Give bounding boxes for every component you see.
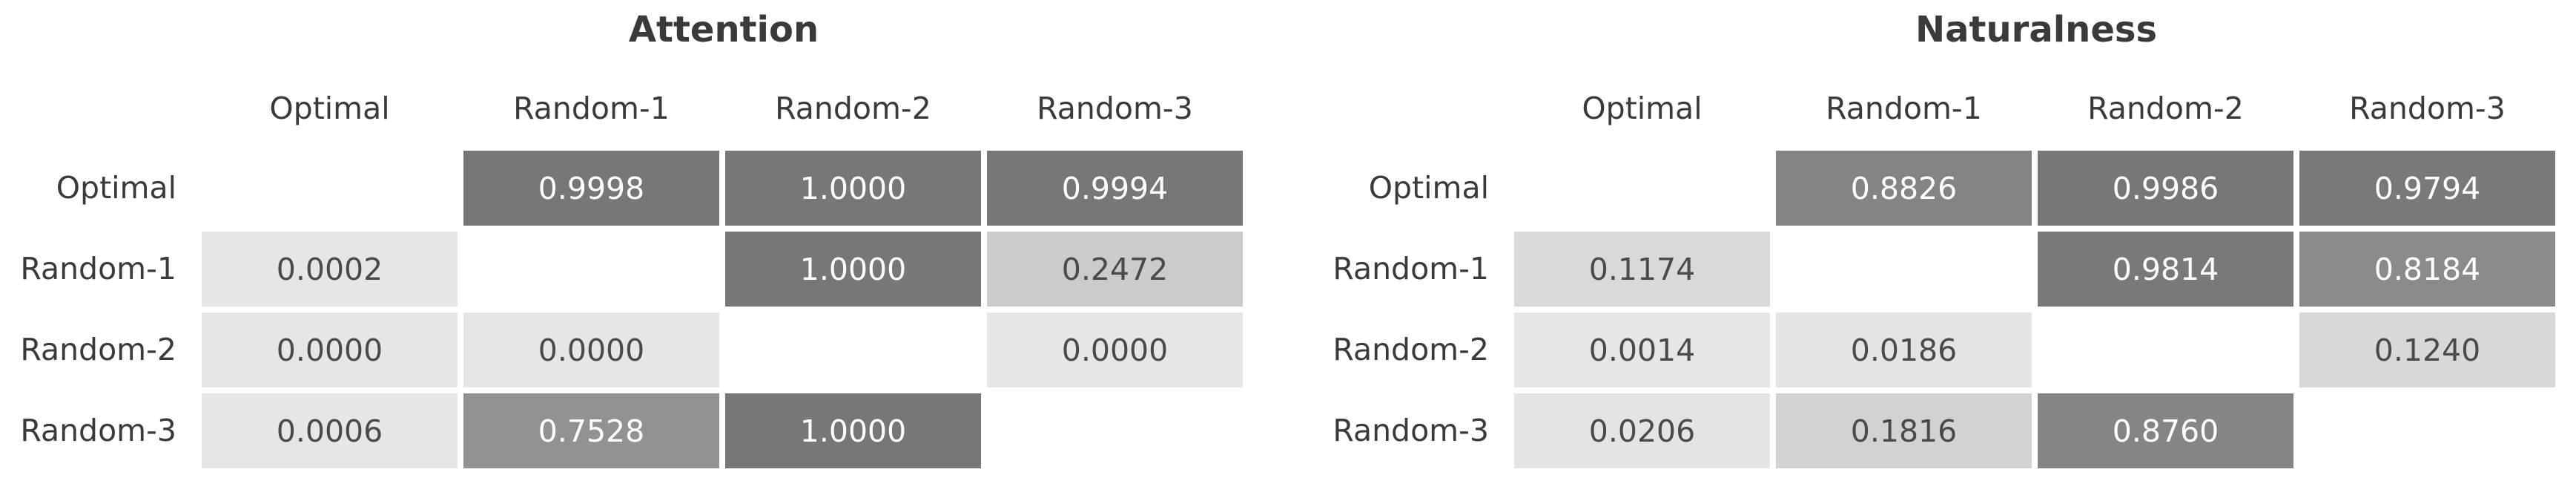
naturalness-title: Naturalness xyxy=(1915,9,2158,50)
heatmap-cell: 0.9994 xyxy=(987,151,1243,226)
heatmap-cell: 1.0000 xyxy=(725,232,981,307)
heatmap-cell: 0.0014 xyxy=(1514,312,1770,387)
heatmap-cell: 0.8826 xyxy=(1776,151,2032,226)
row-label: Random-2 xyxy=(1332,332,1489,367)
attention-heatmap-panel: Attention Optimal Random-1 Random-2 Random-… xyxy=(0,0,1275,501)
heatmap-cell: 0.0000 xyxy=(202,312,458,387)
heatmap-cell: 0.1174 xyxy=(1514,232,1770,307)
row-label: Random-2 xyxy=(20,332,176,367)
col-label: Random-1 xyxy=(513,91,670,126)
row-label: Random-1 xyxy=(20,251,176,286)
col-label: Random-1 xyxy=(1826,91,1982,126)
col-label: Optimal xyxy=(269,91,390,126)
row-label: Random-1 xyxy=(1332,251,1489,286)
heatmap-cell: 0.9998 xyxy=(463,151,719,226)
heatmap-cell: 0.7528 xyxy=(463,393,719,468)
heatmap-cell: 0.8184 xyxy=(2299,232,2555,307)
heatmap-cell: 0.8760 xyxy=(2038,393,2293,468)
heatmap-cell: 1.0000 xyxy=(725,151,981,226)
heatmap-cell: 0.0186 xyxy=(1776,312,2032,387)
col-label: Optimal xyxy=(1582,91,1703,126)
row-label: Random-3 xyxy=(20,413,176,448)
heatmap-cell: 0.0206 xyxy=(1514,393,1770,468)
col-label: Random-2 xyxy=(775,91,931,126)
heatmap-cell: 0.0002 xyxy=(202,232,458,307)
row-label: Optimal xyxy=(1368,170,1489,206)
row-label: Random-3 xyxy=(1332,413,1489,448)
col-label: Random-2 xyxy=(2087,91,2244,126)
heatmap-cell: 0.1816 xyxy=(1776,393,2032,468)
naturalness-heatmap-panel: Naturalness Optimal Random-1 Random-2 Rando… xyxy=(1312,0,2576,501)
row-label: Optimal xyxy=(56,170,176,206)
heatmap-cell: 0.0006 xyxy=(202,393,458,468)
heatmap-cell: 0.0000 xyxy=(987,312,1243,387)
heatmap-cell: 0.9794 xyxy=(2299,151,2555,226)
heatmap-cell: 0.9814 xyxy=(2038,232,2293,307)
col-label: Random-3 xyxy=(1037,91,1193,126)
heatmap-cell: 1.0000 xyxy=(725,393,981,468)
heatmap-cell: 0.1240 xyxy=(2299,312,2555,387)
attention-title: Attention xyxy=(628,9,819,50)
col-label: Random-3 xyxy=(2349,91,2506,126)
heatmap-cell: 0.9986 xyxy=(2038,151,2293,226)
heatmap-cell: 0.0000 xyxy=(463,312,719,387)
heatmap-cell: 0.2472 xyxy=(987,232,1243,307)
